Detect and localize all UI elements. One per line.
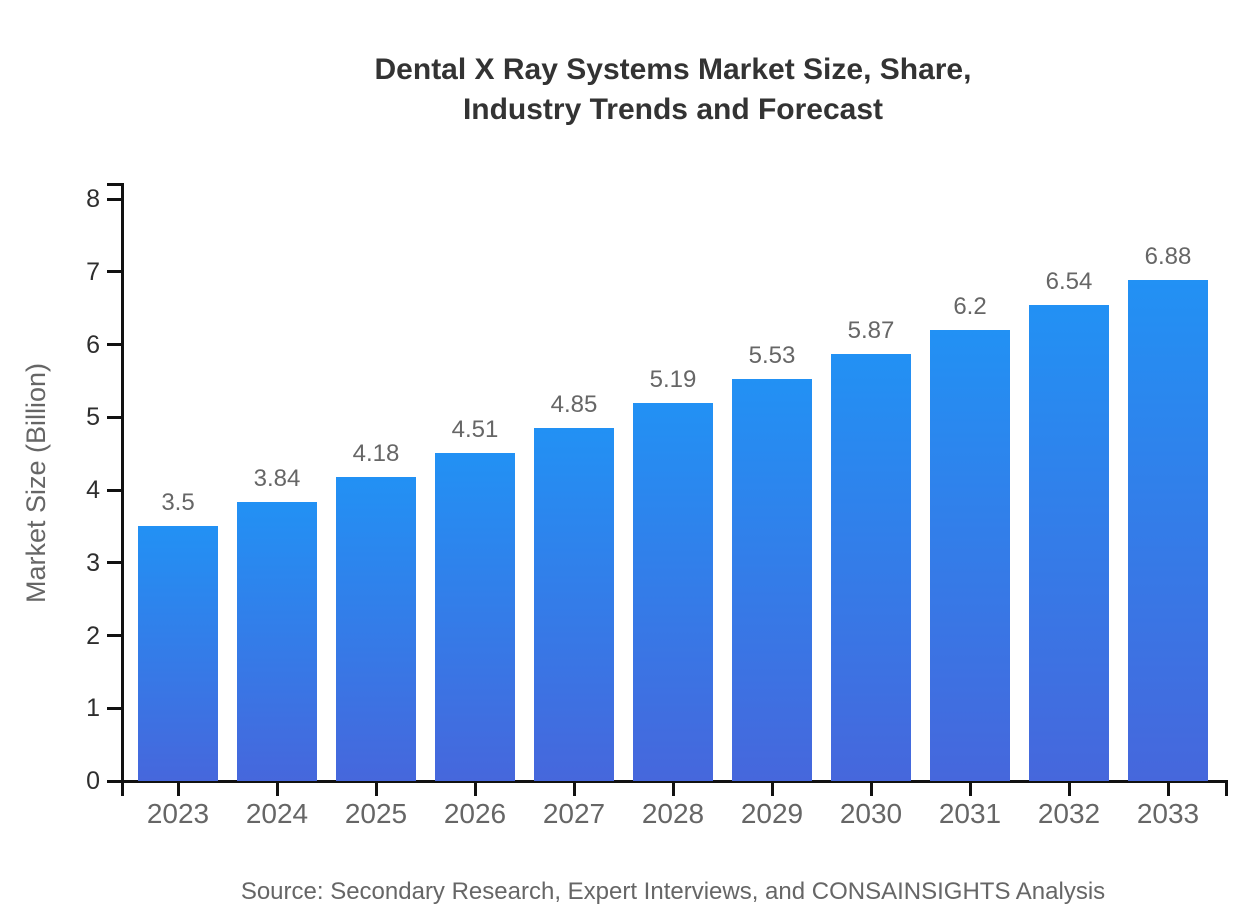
- y-tick-label-7: 7: [86, 257, 100, 286]
- y-tick-label-2: 2: [86, 621, 100, 650]
- bar-value-label-2023: 3.5: [161, 489, 195, 517]
- chart-title-line-1: Dental X Ray Systems Market Size, Share,: [374, 53, 972, 86]
- bar-2025: [336, 476, 416, 781]
- bar-value-label-2028: 5.19: [649, 366, 697, 394]
- x-tick-label-2031: 2031: [938, 798, 1002, 829]
- x-tick-2025: [374, 781, 378, 796]
- y-tick: [107, 561, 122, 565]
- y-tick-label-0: 0: [86, 767, 100, 795]
- x-tick-label-2026: 2026: [443, 798, 507, 829]
- x-tick-label-2024: 2024: [245, 798, 309, 829]
- x-tick-2032: [1067, 781, 1071, 796]
- x-axis-left-end-tick: [120, 781, 124, 796]
- bar-2030: [831, 353, 911, 781]
- y-tick-label-5: 5: [86, 403, 100, 432]
- x-tick-2024: [275, 781, 279, 796]
- bar-2033: [1128, 280, 1208, 781]
- x-tick-2026: [473, 781, 477, 796]
- y-axis-line: [120, 183, 124, 783]
- x-tick-2033: [1166, 781, 1170, 796]
- x-tick-label-2032: 2032: [1037, 798, 1101, 829]
- y-tick-label-6: 6: [86, 330, 100, 359]
- x-tick-2029: [770, 781, 774, 796]
- x-tick-2028: [671, 781, 675, 796]
- y-tick: [107, 270, 122, 274]
- bar-value-label-2033: 6.88: [1144, 243, 1192, 271]
- x-tick-2023: [176, 781, 180, 796]
- x-tick-label-2029: 2029: [740, 798, 804, 829]
- bar-value-label-2030: 5.87: [847, 316, 895, 344]
- x-tick-label-2023: 2023: [146, 798, 210, 829]
- y-tick: [107, 779, 122, 783]
- bar-value-label-2032: 6.54: [1045, 268, 1093, 296]
- x-tick-label-2028: 2028: [641, 798, 705, 829]
- bar-value-label-2031: 6.2: [953, 292, 987, 320]
- x-tick-2030: [869, 781, 873, 796]
- y-tick-label-1: 1: [86, 694, 100, 723]
- x-tick-label-2030: 2030: [839, 798, 903, 829]
- bar-2024: [237, 501, 317, 781]
- x-tick-label-2025: 2025: [344, 798, 408, 829]
- source-note: Source: Secondary Research, Expert Inter…: [240, 878, 1106, 905]
- x-tick-2031: [968, 781, 972, 796]
- y-tick: [107, 634, 122, 637]
- bar-2032: [1029, 305, 1109, 781]
- x-tick-label-2027: 2027: [542, 798, 606, 829]
- x-axis-right-end-tick: [1225, 781, 1228, 796]
- bar-value-label-2029: 5.53: [748, 341, 796, 369]
- y-tick-label-4: 4: [86, 476, 100, 504]
- bar-2027: [534, 428, 614, 781]
- bar-value-label-2027: 4.85: [550, 391, 598, 419]
- chart-title-line-2: Industry Trends and Forecast: [462, 93, 884, 126]
- y-tick: [107, 343, 122, 346]
- bar-2029: [732, 378, 812, 781]
- y-tick-label-3: 3: [86, 548, 100, 577]
- y-tick: [107, 415, 122, 419]
- chart-title: Dental X Ray Systems Market Size, Share,…: [86, 50, 1260, 130]
- x-tick-label-2033: 2033: [1136, 798, 1200, 829]
- bar-2026: [435, 452, 515, 781]
- bar-2023: [138, 526, 218, 781]
- y-tick: [107, 488, 122, 492]
- bar-value-label-2025: 4.18: [352, 439, 400, 467]
- bar-value-label-2026: 4.51: [451, 415, 499, 443]
- y-tick-label-8: 8: [86, 185, 100, 213]
- y-tick: [107, 706, 122, 710]
- bar-2028: [633, 403, 713, 781]
- y-axis-end-tick: [107, 183, 122, 186]
- y-tick: [107, 197, 122, 201]
- x-tick-2027: [572, 781, 576, 796]
- bar-value-label-2024: 3.84: [253, 464, 301, 492]
- bar-2031: [930, 329, 1010, 781]
